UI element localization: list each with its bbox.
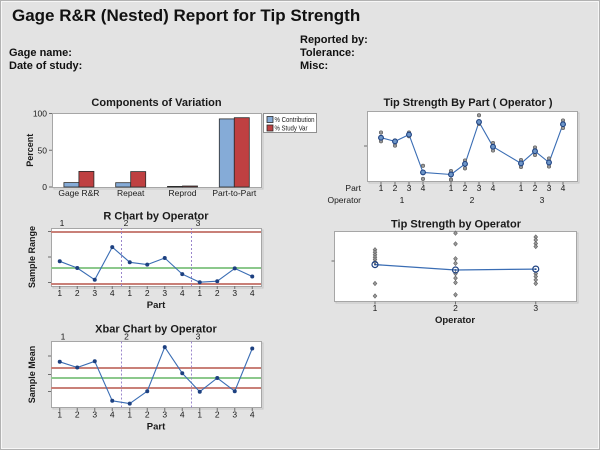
svg-text:1: 1 <box>127 410 132 420</box>
svg-text:3: 3 <box>92 288 97 298</box>
svg-text:3: 3 <box>540 195 545 205</box>
svg-text:1: 1 <box>60 218 65 228</box>
svg-text:2: 2 <box>145 288 150 298</box>
svg-text:% Contribution: % Contribution <box>275 117 315 124</box>
svg-text:Sample Range: Sample Range <box>27 226 37 288</box>
svg-text:2: 2 <box>215 288 220 298</box>
svg-text:2: 2 <box>470 195 475 205</box>
svg-text:4: 4 <box>110 288 115 298</box>
svg-text:Part: Part <box>147 300 166 311</box>
svg-text:3: 3 <box>196 332 201 342</box>
svg-text:2: 2 <box>393 183 398 193</box>
svg-text:4: 4 <box>491 183 496 193</box>
svg-text:Part: Part <box>345 183 361 193</box>
svg-text:3: 3 <box>407 183 412 193</box>
svg-text:Xbar Chart by Operator: Xbar Chart by Operator <box>95 324 217 336</box>
svg-text:Operator: Operator <box>327 195 361 205</box>
svg-text:2: 2 <box>145 410 150 420</box>
svg-text:Tip Strength By Part ( Operato: Tip Strength By Part ( Operator ) <box>383 97 552 109</box>
svg-text:Components of Variation: Components of Variation <box>91 97 221 109</box>
svg-text:4: 4 <box>110 410 115 420</box>
svg-text:3: 3 <box>533 303 538 313</box>
svg-text:50: 50 <box>38 145 48 155</box>
svg-text:1: 1 <box>400 195 405 205</box>
svg-text:2: 2 <box>75 288 80 298</box>
svg-text:Part: Part <box>147 422 166 433</box>
svg-text:3: 3 <box>547 183 552 193</box>
svg-text:Tip Strength by Operator: Tip Strength by Operator <box>391 219 522 231</box>
svg-text:1: 1 <box>373 303 378 313</box>
svg-text:Sample Mean: Sample Mean <box>27 346 37 404</box>
svg-text:4: 4 <box>421 183 426 193</box>
svg-text:3: 3 <box>232 410 237 420</box>
svg-text:0: 0 <box>42 182 47 192</box>
svg-text:3: 3 <box>196 218 201 228</box>
svg-text:2: 2 <box>215 410 220 420</box>
svg-text:2: 2 <box>453 303 458 313</box>
svg-text:2: 2 <box>124 218 129 228</box>
svg-text:1: 1 <box>379 183 384 193</box>
svg-text:1: 1 <box>61 332 66 342</box>
svg-text:Operator: Operator <box>435 315 475 326</box>
svg-text:4: 4 <box>180 288 185 298</box>
svg-text:3: 3 <box>232 288 237 298</box>
svg-text:2: 2 <box>533 183 538 193</box>
svg-text:Percent: Percent <box>25 134 35 167</box>
svg-text:1: 1 <box>449 183 454 193</box>
svg-text:1: 1 <box>127 288 132 298</box>
svg-text:3: 3 <box>92 410 97 420</box>
svg-text:3: 3 <box>477 183 482 193</box>
svg-text:4: 4 <box>561 183 566 193</box>
svg-text:3: 3 <box>162 288 167 298</box>
svg-text:Part-to-Part: Part-to-Part <box>212 188 257 198</box>
svg-text:R Chart by Operator: R Chart by Operator <box>103 211 209 223</box>
svg-text:% Study Var: % Study Var <box>275 126 309 133</box>
svg-text:2: 2 <box>124 332 129 342</box>
svg-text:Repeat: Repeat <box>117 188 145 198</box>
svg-text:1: 1 <box>197 288 202 298</box>
svg-text:4: 4 <box>250 410 255 420</box>
svg-text:Reprod: Reprod <box>169 188 197 198</box>
svg-text:3: 3 <box>162 410 167 420</box>
svg-text:1: 1 <box>57 288 62 298</box>
svg-text:4: 4 <box>250 288 255 298</box>
svg-text:1: 1 <box>57 410 62 420</box>
svg-text:1: 1 <box>519 183 524 193</box>
svg-text:2: 2 <box>463 183 468 193</box>
svg-text:Gage R&R: Gage R&R <box>58 188 99 198</box>
svg-text:4: 4 <box>180 410 185 420</box>
svg-text:100: 100 <box>33 109 47 119</box>
svg-text:1: 1 <box>197 410 202 420</box>
svg-text:2: 2 <box>75 410 80 420</box>
